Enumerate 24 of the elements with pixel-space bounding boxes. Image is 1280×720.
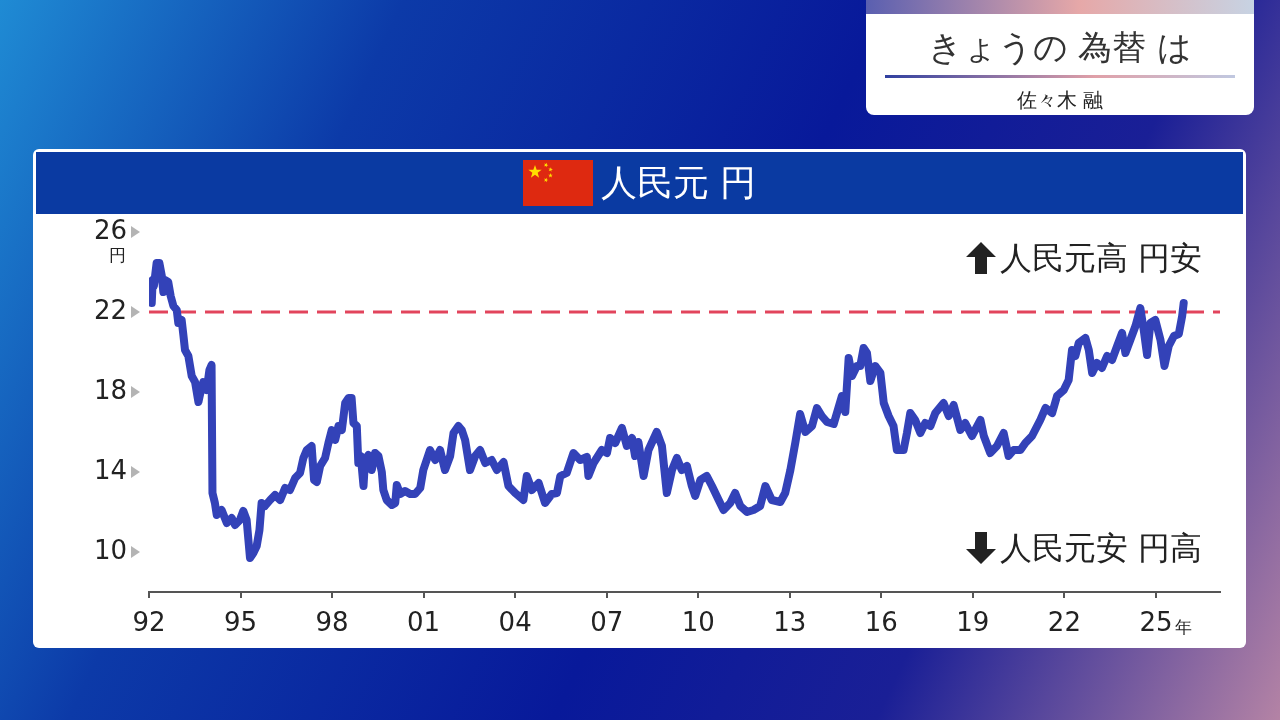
annotation: 人民元高 円安 <box>999 238 1202 278</box>
x-axis-title: 年 <box>1175 617 1193 637</box>
y-tick-label: 14 <box>93 454 127 485</box>
x-tick-label: 04 <box>498 607 532 638</box>
y-tick-label: 18 <box>93 374 127 405</box>
x-tick-label: 07 <box>590 607 624 638</box>
x-tick-label: 01 <box>407 607 441 638</box>
chart-title: 人民元 円 <box>600 161 757 205</box>
annotation: 人民元安 円高 <box>999 528 1202 568</box>
x-tick-label: 10 <box>681 607 715 638</box>
text: きょうの 為替 は <box>926 26 1194 68</box>
y-tick-label: 22 <box>93 294 127 325</box>
x-tick-label: 98 <box>315 607 349 638</box>
x-tick-label: 16 <box>864 607 898 638</box>
y-tick-label: 26 <box>93 214 127 245</box>
x-tick-label: 19 <box>956 607 990 638</box>
x-tick-label: 13 <box>773 607 807 638</box>
x-tick-label: 22 <box>1047 607 1081 638</box>
y-tick-label: 10 <box>93 534 127 565</box>
x-tick-label: 95 <box>223 607 258 638</box>
x-tick-label: 92 <box>132 607 166 638</box>
y-axis-title: 円 <box>109 245 126 266</box>
x-tick-label: 25 <box>1139 607 1173 638</box>
text: 佐々木 融 <box>1015 87 1105 114</box>
